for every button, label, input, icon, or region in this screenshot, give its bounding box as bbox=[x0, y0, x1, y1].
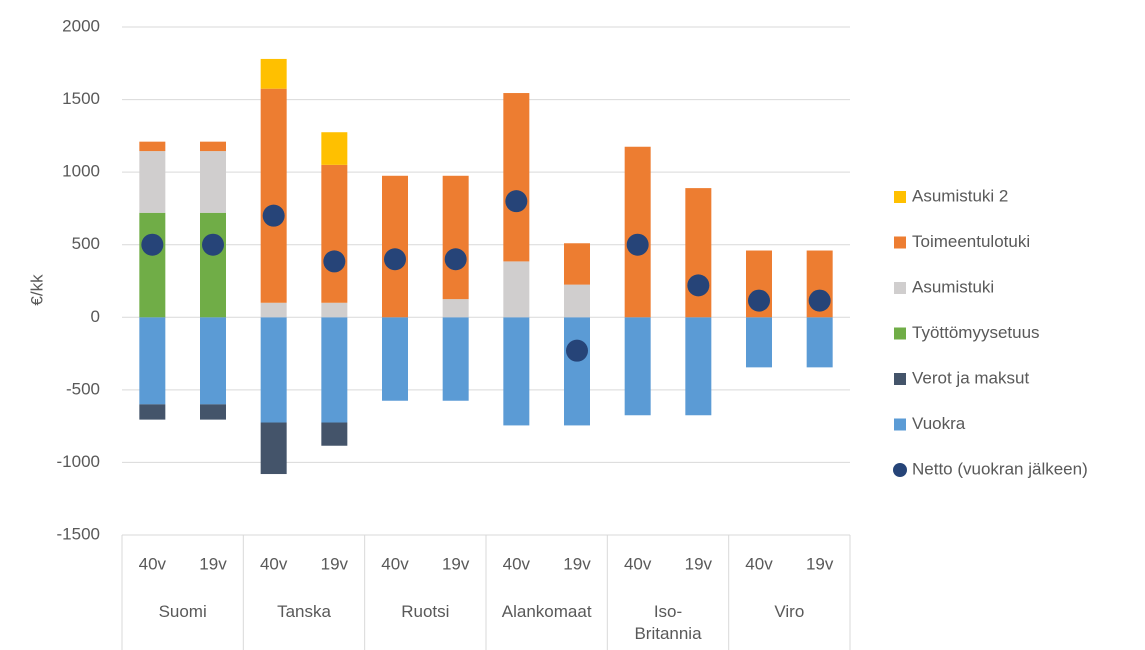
x-tick-label: 19v bbox=[563, 554, 591, 573]
bar bbox=[503, 261, 530, 318]
netto-dot bbox=[687, 274, 710, 297]
x-tick-label: 40v bbox=[139, 554, 167, 573]
bar bbox=[564, 284, 590, 318]
bar bbox=[200, 212, 226, 318]
netto-dot bbox=[748, 289, 770, 312]
netto-dot bbox=[444, 248, 467, 271]
x-tick-label: 19v bbox=[321, 554, 349, 573]
legend-label: Netto (vuokran jälkeen) bbox=[912, 459, 1088, 478]
legend-label: Toimeentulotuki bbox=[912, 232, 1030, 251]
legend-marker bbox=[894, 191, 906, 203]
netto-dot bbox=[505, 190, 528, 213]
legend-label: Vuokra bbox=[912, 414, 966, 433]
bar bbox=[442, 299, 469, 318]
group-label: Alankomaat bbox=[501, 602, 592, 621]
bar bbox=[503, 317, 530, 426]
group-label: Iso-Britannia bbox=[634, 602, 702, 643]
bar bbox=[139, 404, 166, 420]
x-tick-label: 19v bbox=[685, 554, 713, 573]
group-label: Viro bbox=[774, 602, 805, 621]
y-tick-label: 500 bbox=[72, 234, 100, 253]
bar bbox=[806, 317, 833, 368]
bar bbox=[139, 212, 166, 318]
x-tick-label: 40v bbox=[624, 554, 652, 573]
netto-dot bbox=[202, 233, 224, 256]
bar bbox=[260, 317, 287, 423]
x-tick-label: 19v bbox=[806, 554, 834, 573]
bar bbox=[442, 175, 469, 300]
bar bbox=[321, 164, 348, 303]
netto-dot bbox=[323, 250, 346, 273]
bar bbox=[200, 151, 226, 213]
bar bbox=[321, 422, 348, 446]
bar bbox=[564, 317, 590, 426]
bar bbox=[624, 317, 651, 416]
bar bbox=[442, 317, 469, 401]
y-tick-label: 1500 bbox=[62, 89, 100, 108]
x-tick-label: 40v bbox=[503, 554, 531, 573]
group-label: Suomi bbox=[158, 602, 207, 621]
netto-dot bbox=[808, 289, 831, 312]
bar bbox=[382, 317, 408, 401]
bar bbox=[685, 188, 712, 318]
x-tick-label: 40v bbox=[745, 554, 773, 573]
bar bbox=[139, 151, 166, 213]
bar bbox=[139, 317, 166, 405]
bar bbox=[321, 132, 348, 165]
y-tick-label: 1000 bbox=[62, 162, 100, 181]
bar bbox=[200, 404, 226, 420]
legend-marker bbox=[894, 373, 906, 385]
bar bbox=[321, 317, 348, 423]
legend-label: Työttömyysetuus bbox=[912, 323, 1040, 342]
netto-dot bbox=[626, 233, 649, 256]
bar bbox=[200, 317, 226, 405]
legend-marker bbox=[894, 418, 906, 431]
bar bbox=[260, 422, 287, 475]
bar bbox=[685, 317, 712, 416]
netto-dot bbox=[141, 233, 164, 256]
bar bbox=[746, 317, 772, 368]
x-tick-label: 40v bbox=[260, 554, 288, 573]
bar bbox=[321, 302, 348, 318]
y-tick-label: -1000 bbox=[57, 452, 100, 471]
x-tick-label: 40v bbox=[381, 554, 409, 573]
group-label: Tanska bbox=[277, 602, 331, 621]
y-tick-label: 0 bbox=[91, 307, 100, 326]
legend-label: Asumistuki 2 bbox=[912, 186, 1008, 205]
y-axis-label: €/kk bbox=[27, 274, 46, 306]
bar bbox=[382, 175, 408, 318]
y-tick-label: 2000 bbox=[62, 16, 100, 35]
netto-dot bbox=[262, 204, 285, 227]
bar bbox=[260, 88, 287, 303]
legend-label: Verot ja maksut bbox=[912, 368, 1029, 387]
bar bbox=[200, 141, 226, 152]
legend-marker bbox=[894, 282, 906, 294]
x-tick-label: 19v bbox=[199, 554, 227, 573]
bar bbox=[624, 146, 651, 318]
group-label: Ruotsi bbox=[401, 602, 450, 621]
netto-dot bbox=[384, 248, 406, 271]
legend-marker bbox=[894, 327, 906, 340]
bar bbox=[564, 243, 590, 285]
netto-dot bbox=[566, 339, 588, 362]
bar bbox=[139, 141, 166, 152]
legend-marker bbox=[893, 463, 907, 477]
bar bbox=[260, 58, 287, 89]
x-tick-label: 19v bbox=[442, 554, 470, 573]
y-tick-label: -1500 bbox=[57, 524, 100, 543]
legend-label: Asumistuki bbox=[912, 277, 994, 296]
bar bbox=[260, 302, 287, 318]
legend-marker bbox=[894, 236, 906, 249]
bar bbox=[503, 93, 530, 262]
y-tick-label: -500 bbox=[66, 379, 100, 398]
